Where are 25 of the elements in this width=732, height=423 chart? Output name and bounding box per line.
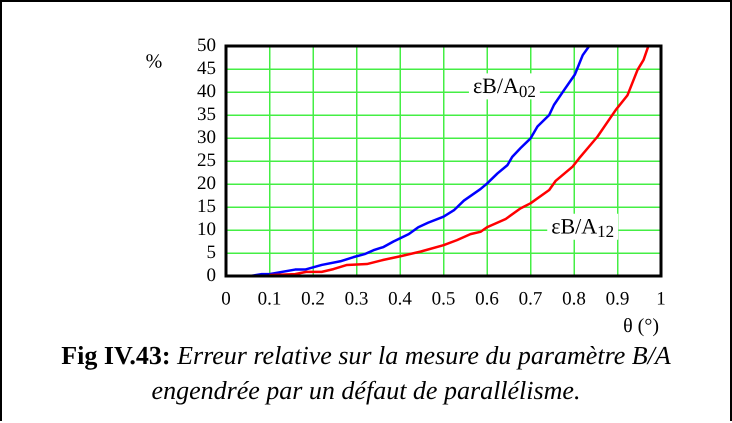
x-tick-label: 0	[221, 288, 231, 310]
y-axis-title: %	[146, 50, 162, 72]
x-tick-label: 0.6	[475, 288, 499, 310]
x-tick-label: 0.3	[344, 288, 368, 310]
x-tick-label: 0.1	[258, 288, 282, 310]
y-tick-label: 0	[206, 264, 216, 286]
x-tick-label: 0.2	[301, 288, 325, 310]
x-tick-label: 0.5	[432, 288, 456, 310]
x-tick-label: 0.4	[388, 288, 412, 310]
y-tick-label: 35	[197, 104, 216, 125]
x-axis-title: θ (°)	[623, 315, 659, 337]
y-tick-label: 40	[197, 80, 216, 102]
y-tick-label: 20	[197, 172, 216, 194]
y-tick-label: 15	[197, 196, 216, 217]
y-tick-label: 30	[197, 126, 216, 148]
y-tick-label: 10	[197, 218, 216, 240]
y-tick-label: 25	[197, 150, 216, 171]
y-tick-label: 45	[197, 58, 216, 79]
y-tick-label: 50	[197, 34, 216, 56]
x-tick-label: 0.9	[606, 288, 630, 310]
text: Fig IV.43: Erreur relative sur la mesure du paramètre B/A engendrée par un défaut de parallélisme.	[61, 341, 671, 405]
x-tick-label: 0.7	[518, 288, 542, 310]
x-tick-label: 0.8	[562, 288, 586, 310]
x-tick-label: 1	[656, 288, 666, 310]
y-tick-label: 5	[206, 242, 216, 263]
